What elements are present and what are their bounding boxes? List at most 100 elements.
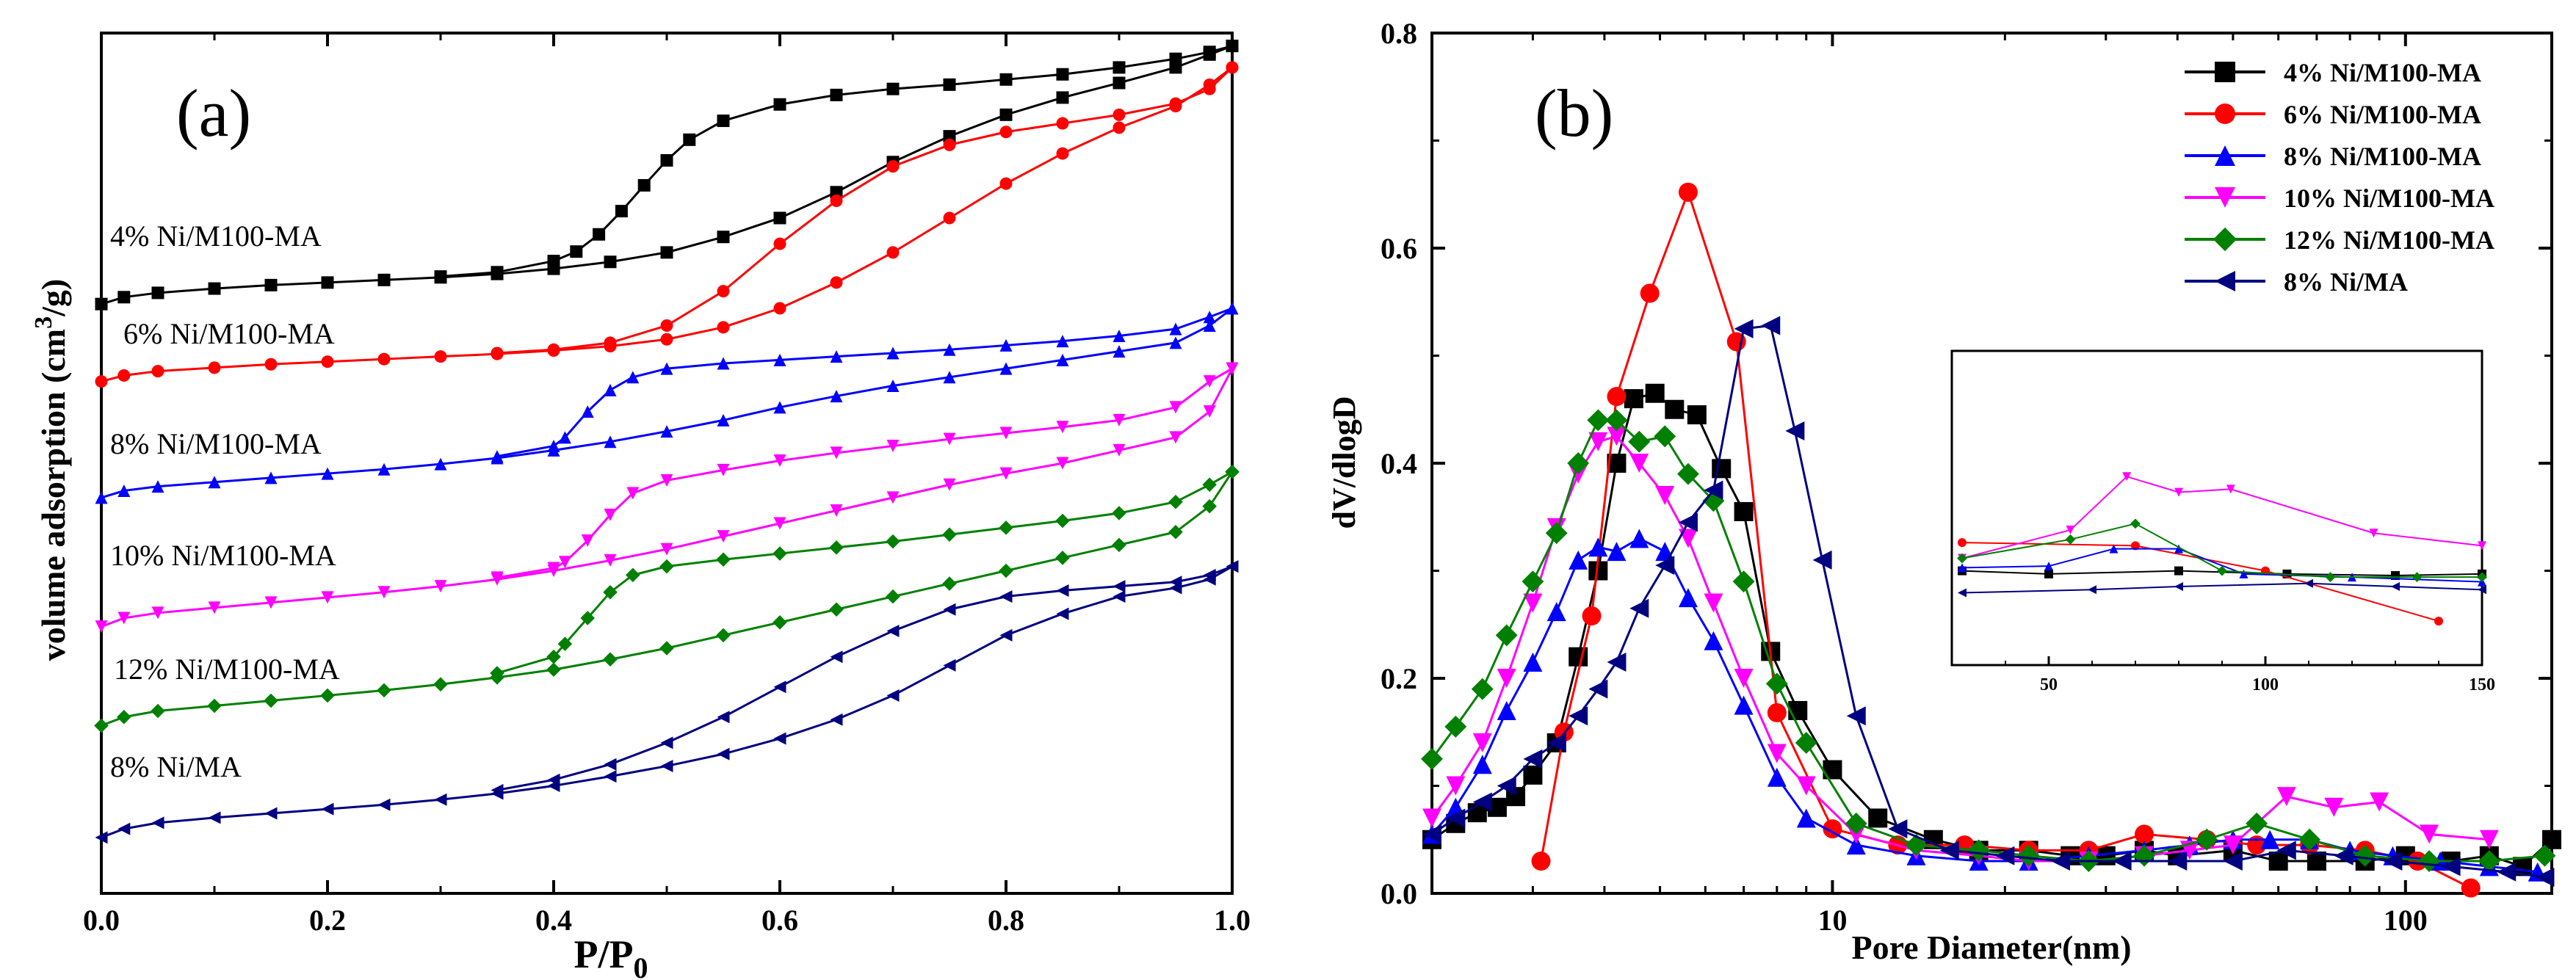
desorption-point bbox=[637, 178, 651, 192]
x-tick-label: 0.0 bbox=[83, 904, 120, 937]
adsorption-point bbox=[1055, 551, 1070, 565]
adsorption-point bbox=[546, 662, 561, 678]
legend-marker bbox=[2215, 145, 2235, 166]
x-tick-label: 100 bbox=[2384, 904, 2428, 937]
legend-entry: 10% Ni/M100-MA bbox=[2185, 184, 2494, 213]
desorption-point bbox=[829, 540, 844, 555]
adsorption-point bbox=[95, 297, 108, 311]
desorption-point bbox=[1056, 117, 1069, 130]
data-point bbox=[2478, 850, 2500, 872]
adsorption-point bbox=[717, 413, 730, 427]
desorption-point bbox=[1226, 61, 1239, 74]
curve-label: 4% Ni/M100-MA bbox=[110, 219, 322, 253]
y-tick-label: 0.2 bbox=[1381, 662, 1417, 695]
data-point bbox=[2354, 844, 2376, 867]
inset-point bbox=[2066, 525, 2075, 534]
data-point bbox=[1567, 452, 1590, 474]
data-point bbox=[1624, 389, 1643, 409]
adsorption-point bbox=[377, 462, 391, 476]
data-point bbox=[1522, 570, 1544, 593]
panel-b-inset: 50 100 150 bbox=[1950, 349, 2495, 694]
desorption-point bbox=[547, 562, 560, 575]
adsorption-point bbox=[999, 362, 1013, 375]
adsorption-point bbox=[943, 658, 956, 672]
inset-point bbox=[2044, 562, 2053, 571]
inset-point bbox=[1958, 588, 1967, 598]
desorption-point bbox=[943, 432, 956, 446]
data-point bbox=[2112, 852, 2132, 871]
adsorption-point bbox=[604, 553, 617, 567]
data-point bbox=[1767, 767, 1787, 787]
data-point bbox=[1734, 319, 1754, 338]
adsorption-point bbox=[95, 375, 108, 388]
adsorption-point bbox=[264, 357, 278, 371]
desorption-point bbox=[886, 82, 900, 95]
data-point bbox=[1582, 606, 1602, 626]
curve-label: 10% Ni/M100-MA bbox=[110, 539, 336, 572]
adsorption-point bbox=[717, 530, 730, 543]
desorption-point bbox=[942, 527, 957, 542]
legend-label: 6% Ni/M100-MA bbox=[2284, 100, 2481, 129]
desorption-point bbox=[558, 431, 571, 444]
legend-marker bbox=[2215, 104, 2235, 124]
desorption-point bbox=[1203, 46, 1216, 59]
desorption-point bbox=[830, 88, 843, 101]
panel-a-x-axis-title: P/P0 bbox=[574, 932, 648, 980]
adsorption-point bbox=[1203, 319, 1216, 332]
adsorption-point bbox=[434, 793, 447, 806]
data-point bbox=[1812, 550, 1832, 570]
desorption-point bbox=[491, 346, 504, 360]
desorption-point bbox=[1056, 584, 1069, 597]
desorption-point bbox=[660, 319, 673, 332]
data-point bbox=[1629, 529, 1649, 548]
adsorption-point bbox=[943, 211, 956, 225]
desorption-point bbox=[491, 266, 504, 279]
desorption-point bbox=[434, 270, 447, 283]
desorption-point bbox=[683, 133, 696, 146]
adsorption-point bbox=[377, 352, 391, 366]
legend-marker bbox=[2215, 187, 2235, 208]
adsorption-point bbox=[1112, 537, 1126, 553]
panel-a-ticks: 0.0 0.2 0.4 0.6 0.8 1.0 bbox=[83, 33, 1251, 937]
adsorption-point bbox=[151, 816, 164, 830]
adsorption-point bbox=[117, 484, 131, 498]
legend-entry: 8% Ni/MA bbox=[2185, 267, 2408, 297]
desorption-point bbox=[943, 138, 956, 151]
data-point bbox=[1767, 703, 1787, 722]
data-point bbox=[1678, 182, 1698, 202]
adsorption-point bbox=[95, 831, 108, 844]
adsorption-point bbox=[886, 380, 900, 393]
desorption-point bbox=[1169, 52, 1182, 65]
data-point bbox=[2050, 852, 2070, 871]
desorption-point bbox=[1056, 421, 1069, 434]
adsorption-point bbox=[95, 491, 108, 504]
desorption-point bbox=[1168, 494, 1183, 509]
desorption-point bbox=[1112, 108, 1126, 121]
desorption-point bbox=[830, 650, 843, 664]
desorption-point bbox=[830, 350, 843, 363]
desorption-point bbox=[547, 255, 560, 268]
desorption-point bbox=[999, 590, 1013, 603]
data-point bbox=[1678, 588, 1698, 608]
inset-series-line bbox=[1958, 578, 2486, 598]
data-point bbox=[1761, 316, 1781, 335]
panel-a-x-axis-title-sub: 0 bbox=[633, 951, 648, 980]
inset-point bbox=[2109, 544, 2119, 553]
adsorption-point bbox=[1168, 524, 1183, 540]
adsorption-point bbox=[773, 732, 786, 745]
desorption-point bbox=[1169, 322, 1182, 335]
adsorption-point bbox=[117, 611, 131, 625]
adsorption-point bbox=[208, 282, 221, 295]
legend-marker bbox=[2215, 271, 2235, 291]
panel-b-label: (b) bbox=[1535, 76, 1613, 150]
adsorption-point bbox=[773, 211, 786, 225]
data-point bbox=[2441, 857, 2461, 876]
desorption-point bbox=[830, 446, 843, 460]
desorption-point bbox=[773, 680, 786, 694]
adsorption-point bbox=[95, 620, 108, 634]
data-point bbox=[1629, 598, 1649, 618]
data-point bbox=[1446, 808, 1466, 828]
data-point bbox=[1422, 808, 1441, 828]
inset-point bbox=[2478, 541, 2486, 551]
adsorption-point bbox=[659, 641, 674, 656]
